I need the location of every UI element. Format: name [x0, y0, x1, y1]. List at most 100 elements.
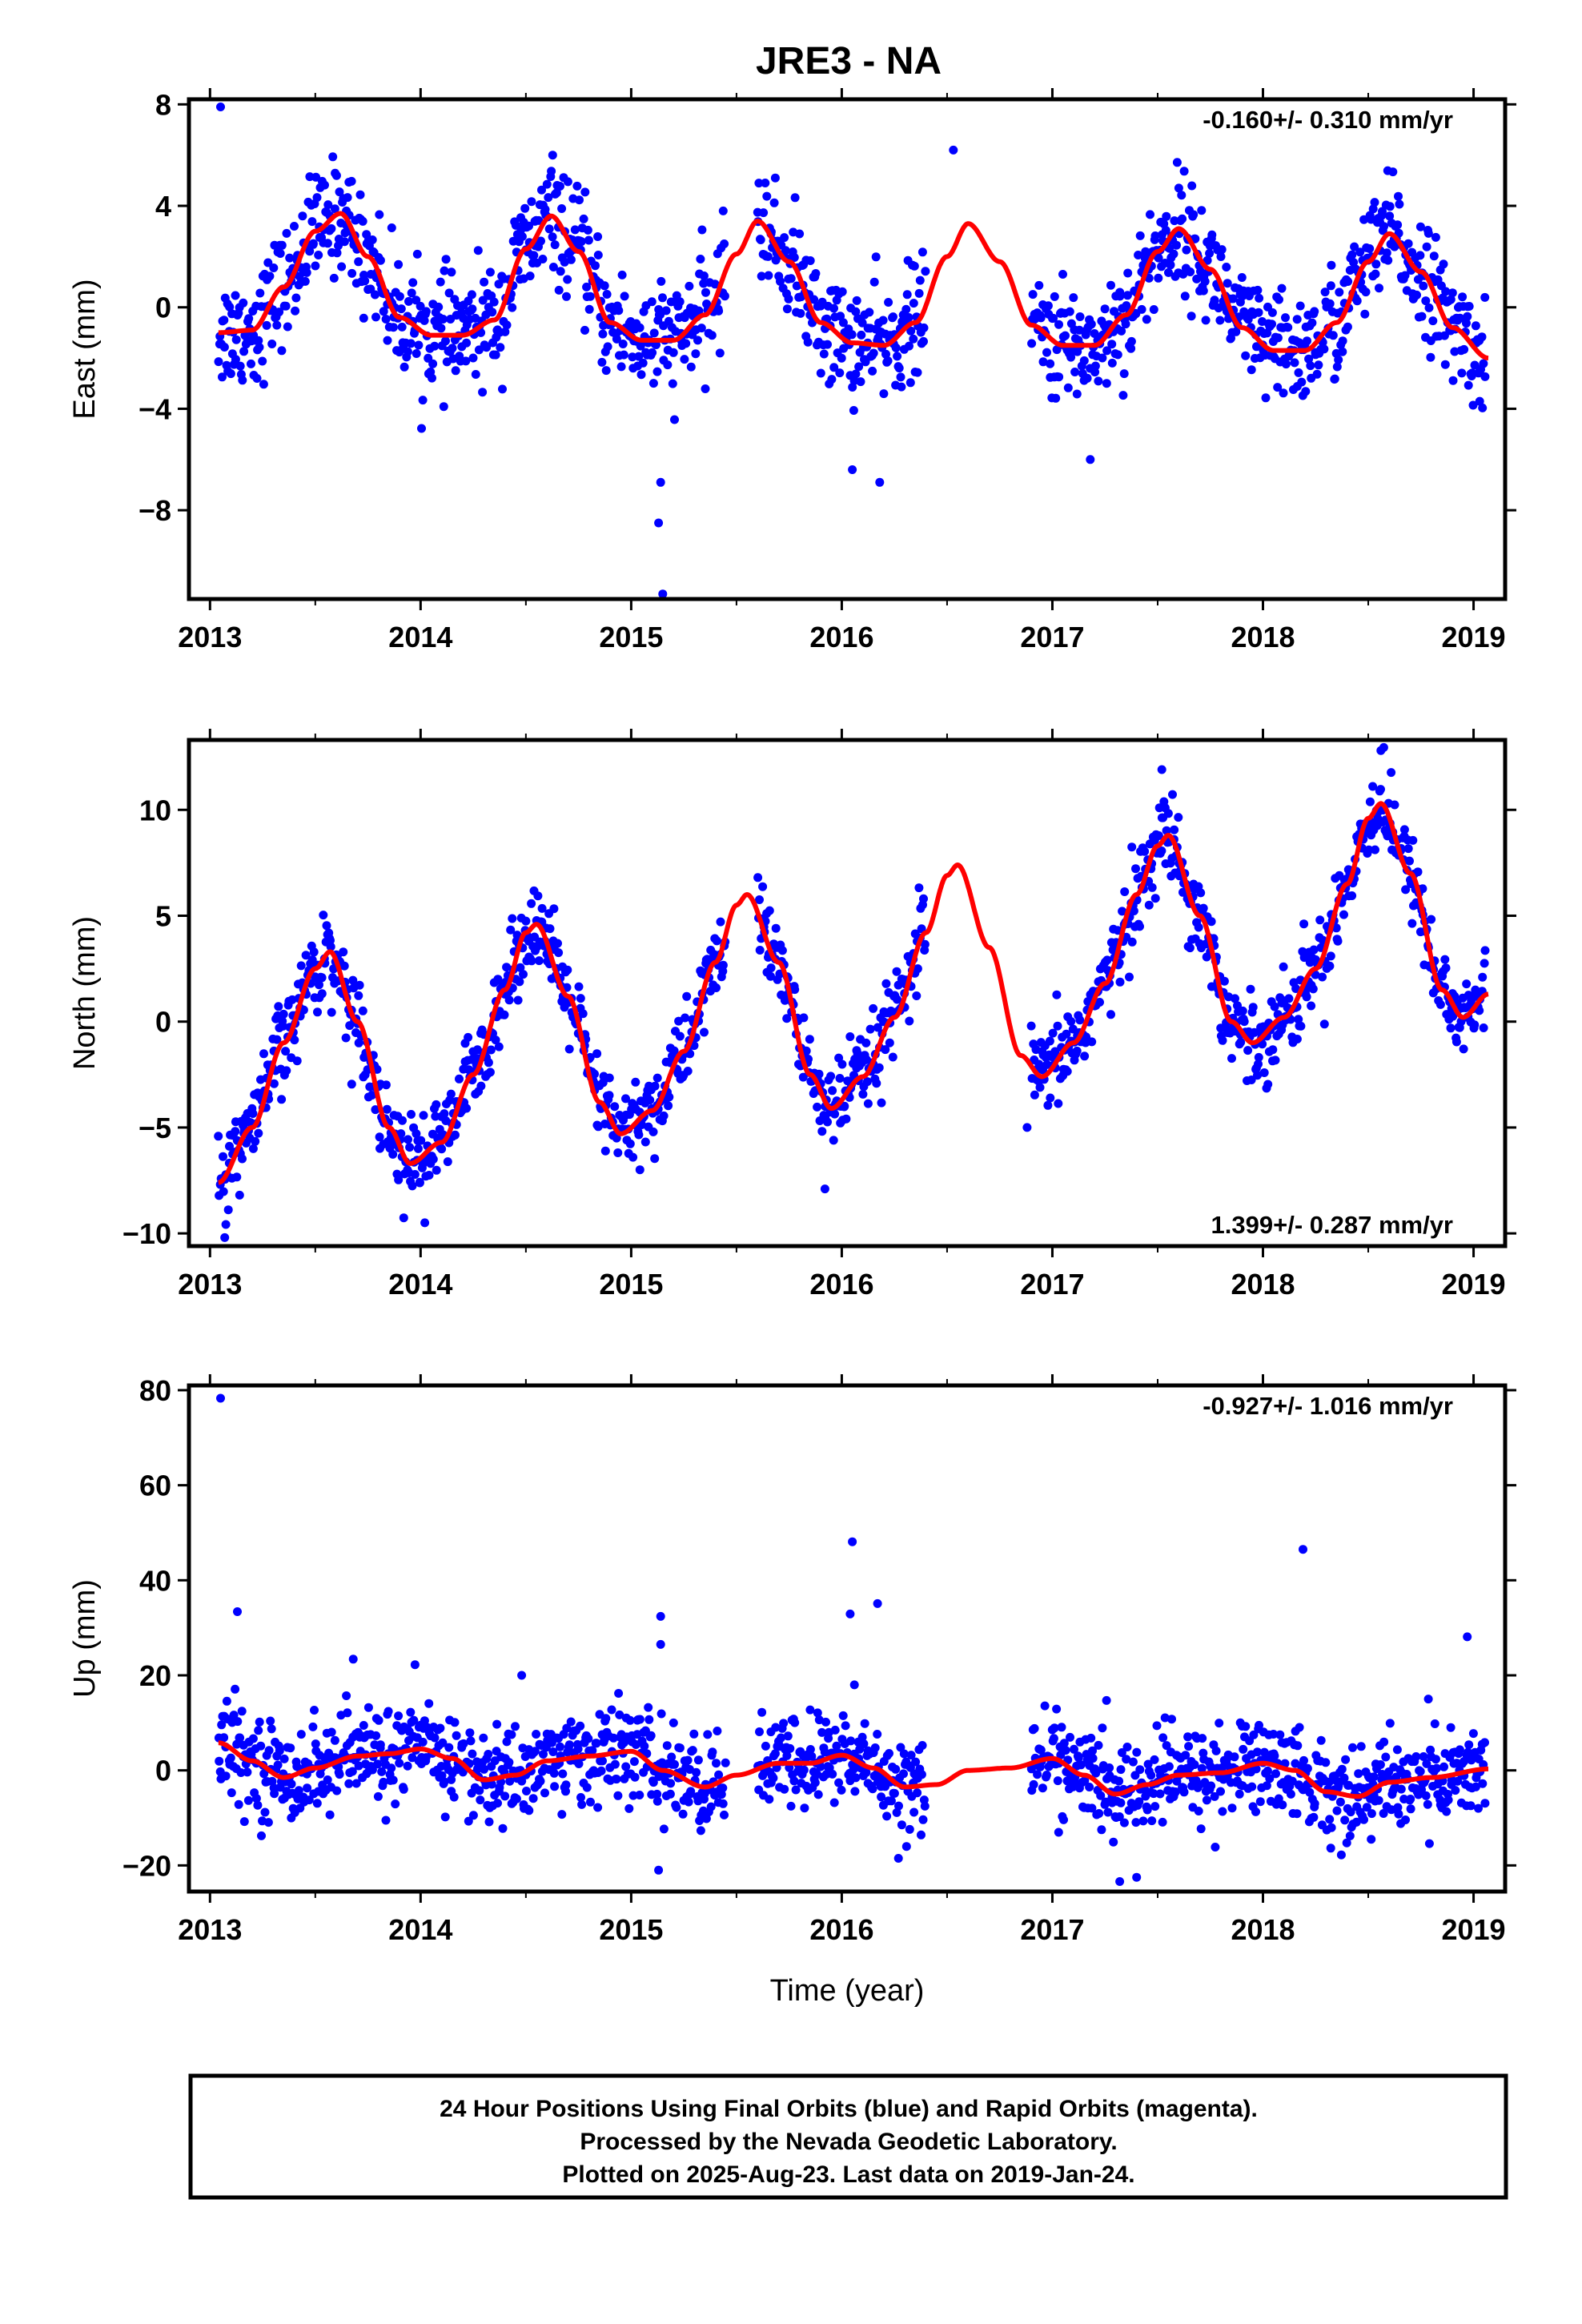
y-tick-label: 0 [155, 292, 171, 324]
data-point [396, 1129, 406, 1139]
data-point [714, 306, 724, 316]
data-point [1063, 383, 1073, 392]
data-point [527, 899, 536, 908]
data-point [1448, 376, 1458, 385]
outlier-point [1086, 455, 1095, 464]
data-point [886, 1796, 896, 1806]
data-point [263, 1818, 273, 1827]
data-point [846, 1736, 856, 1746]
data-point [1052, 1704, 1062, 1714]
data-point [1306, 361, 1315, 371]
data-point [407, 1110, 416, 1119]
data-point [413, 1144, 423, 1153]
data-point [225, 302, 235, 312]
east-fit-curve [217, 211, 1490, 361]
data-point [1460, 344, 1469, 354]
data-point [373, 1791, 383, 1801]
data-point [1042, 348, 1051, 357]
data-point [799, 1013, 809, 1023]
data-point [1341, 1755, 1351, 1764]
data-point [837, 1059, 847, 1069]
data-point [1236, 1038, 1246, 1047]
data-point [1066, 352, 1076, 362]
data-point [757, 1707, 767, 1717]
data-point [1203, 255, 1212, 265]
data-point [1114, 1812, 1124, 1821]
data-point [771, 923, 781, 933]
data-point [914, 288, 924, 298]
data-point [1147, 883, 1157, 892]
data-point [307, 217, 317, 227]
data-point [789, 253, 799, 262]
data-point [1137, 304, 1146, 314]
data-point [548, 232, 557, 242]
data-point [1135, 1765, 1145, 1775]
data-point [1097, 1825, 1106, 1835]
data-point [628, 352, 637, 362]
data-point [1030, 1723, 1039, 1733]
data-point [1254, 308, 1263, 317]
data-point [1305, 1787, 1315, 1797]
data-point [659, 1111, 669, 1120]
data-point [919, 894, 928, 903]
data-point [757, 271, 766, 281]
data-point [1479, 1023, 1488, 1032]
data-point [1273, 383, 1283, 392]
data-point [1462, 979, 1472, 989]
data-point [515, 977, 524, 987]
data-point [1174, 813, 1183, 822]
data-point [1086, 1733, 1096, 1743]
data-point [562, 1723, 572, 1733]
north-fit-curve [217, 801, 1490, 1185]
data-point [1337, 1764, 1347, 1774]
data-point [697, 225, 707, 235]
data-point [251, 1794, 261, 1803]
data-point [1163, 809, 1173, 818]
data-point [549, 1768, 559, 1778]
data-point [636, 370, 646, 380]
data-point [593, 251, 603, 259]
data-point [905, 1016, 914, 1026]
data-point [434, 302, 444, 312]
data-point [407, 288, 416, 298]
data-point [613, 1148, 623, 1157]
data-point [367, 235, 377, 244]
data-point [1142, 315, 1151, 324]
data-point [1307, 318, 1317, 328]
data-point [644, 1703, 653, 1712]
data-point [829, 1798, 839, 1807]
data-point [1050, 1723, 1059, 1733]
y-tick-label: −8 [139, 494, 171, 527]
data-point [1090, 361, 1100, 371]
data-point [585, 292, 595, 301]
data-point [761, 179, 770, 187]
data-point [248, 1109, 258, 1118]
data-point [1217, 245, 1227, 255]
data-point [391, 1799, 400, 1809]
data-point [1198, 1734, 1207, 1743]
data-point [312, 1799, 322, 1808]
data-point [527, 197, 536, 207]
data-point [680, 355, 689, 364]
data-point [355, 980, 364, 990]
data-point [909, 334, 918, 344]
data-point [1050, 292, 1059, 301]
data-point [888, 1052, 897, 1062]
data-point [1054, 1099, 1063, 1108]
data-point [533, 891, 543, 901]
data-point [330, 1735, 339, 1745]
data-point [1392, 1745, 1402, 1755]
data-point [354, 1038, 363, 1047]
x-tick-label: 2014 [388, 621, 452, 653]
data-point [219, 343, 229, 352]
data-point [1439, 259, 1448, 269]
data-point [561, 1780, 571, 1790]
data-point [783, 1731, 793, 1741]
data-point [1199, 286, 1208, 296]
data-point [1074, 325, 1084, 335]
data-point [697, 324, 706, 333]
outlier-point [1376, 746, 1386, 755]
data-point [769, 1773, 778, 1783]
data-point [319, 911, 328, 920]
data-point [557, 1810, 567, 1819]
